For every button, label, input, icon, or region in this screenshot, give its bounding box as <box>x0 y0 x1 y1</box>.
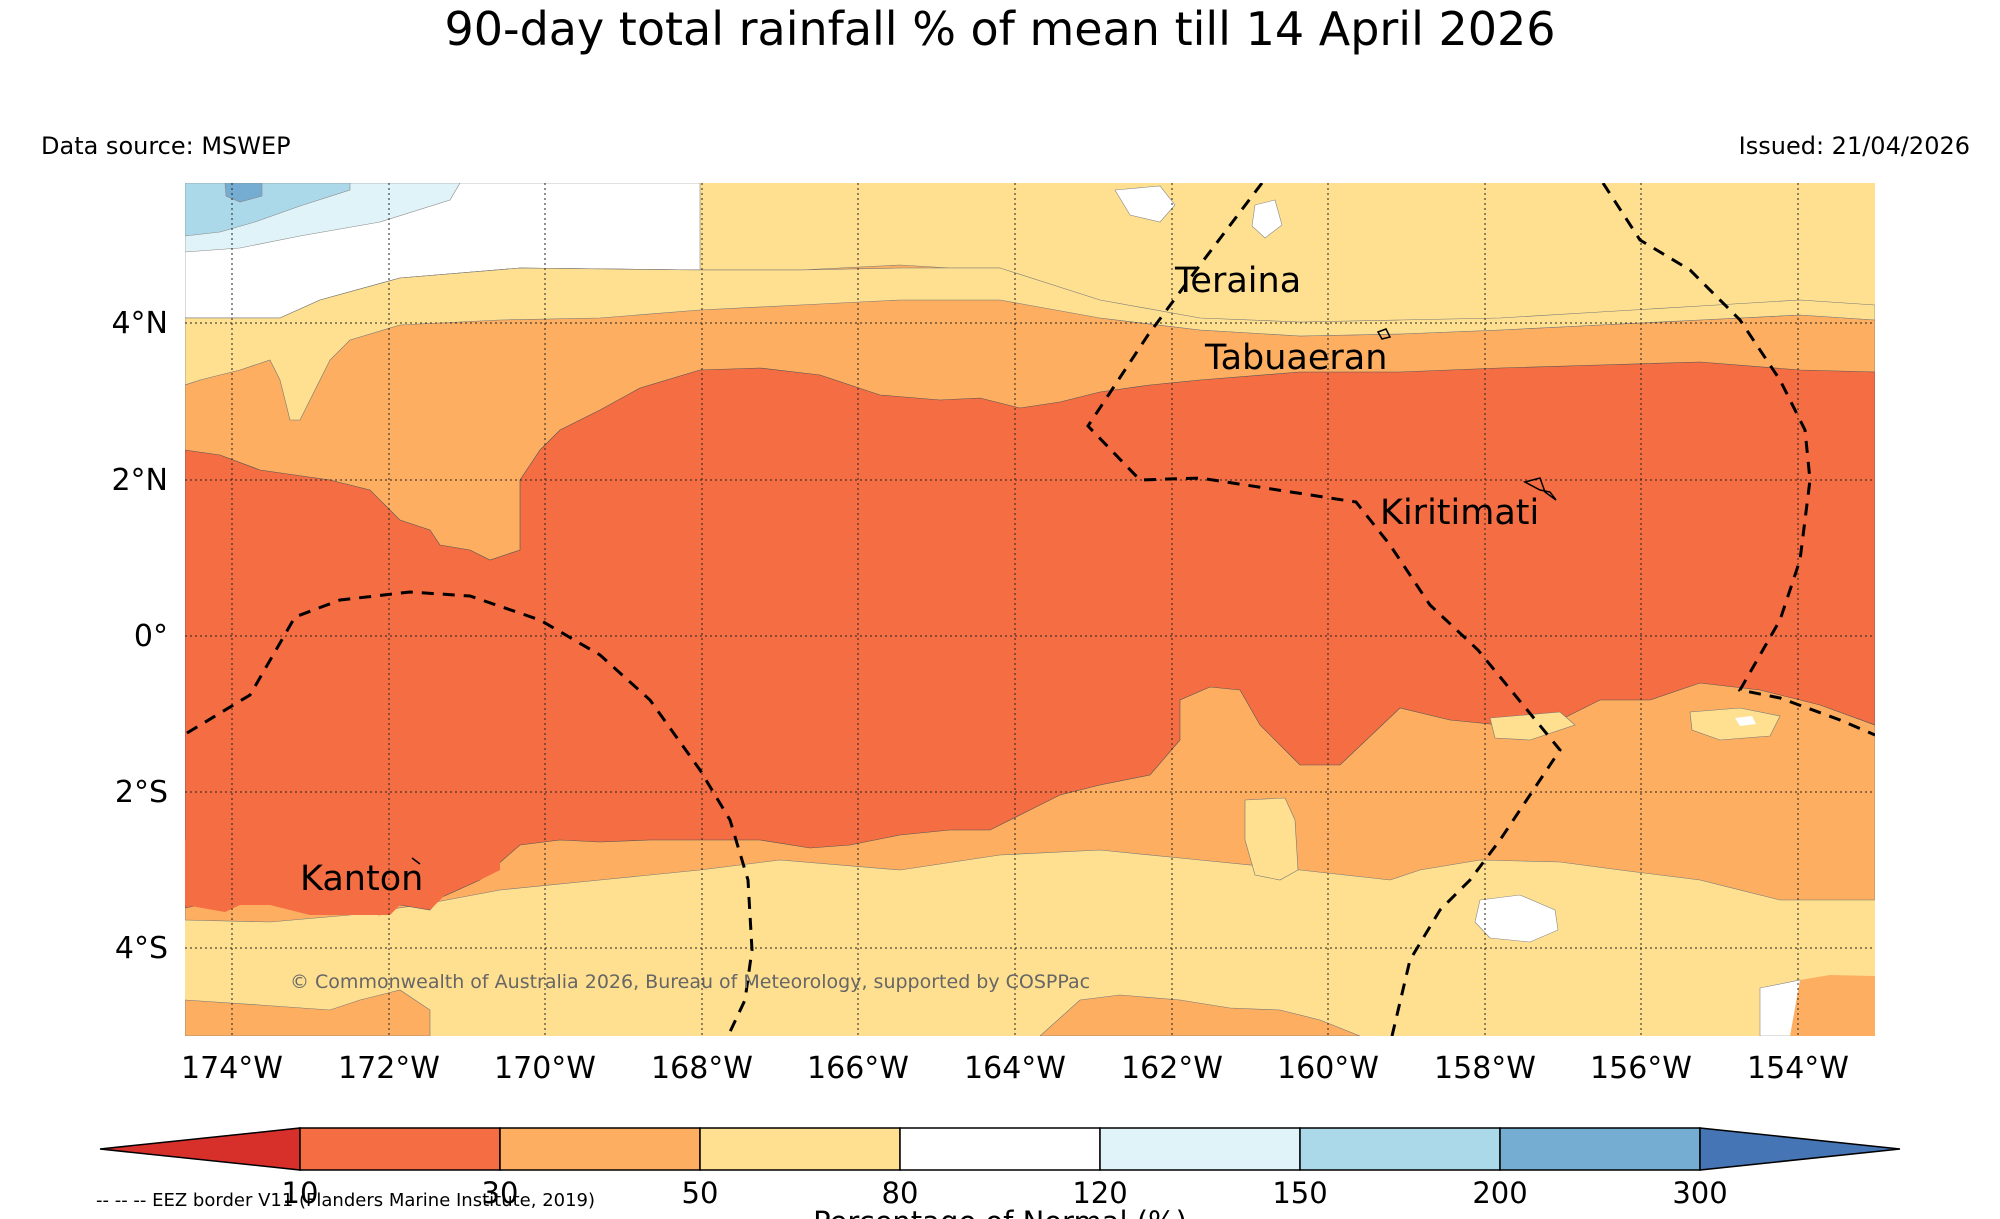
place-label-kiritimati: Kiritimati <box>1380 493 1539 533</box>
colorbar-segment <box>899 1127 1101 1171</box>
colorbar-segment <box>699 1127 901 1171</box>
colorbar-segment <box>299 1127 501 1171</box>
eez-legend-note: -- -- -- EEZ border V11 (Flanders Marine… <box>96 1190 595 1211</box>
eez-border-east <box>1601 183 1875 737</box>
longitude-axis: 174°W 172°W 170°W 168°W 166°W 164°W 162°… <box>181 1051 1849 1086</box>
latitude-label: 4°S <box>115 931 168 966</box>
map-field <box>185 183 1875 1036</box>
latitude-label: 2°N <box>111 463 168 498</box>
latitude-label: 4°N <box>111 306 168 341</box>
colorbar-segment <box>1299 1127 1501 1171</box>
place-label-tabuaeran: Tabuaeran <box>1204 338 1387 378</box>
longitude-label: 160°W <box>1277 1051 1379 1086</box>
rain-region-50-80-southeast <box>1689 707 1781 741</box>
eez-border-kanton <box>186 590 754 1036</box>
colorbar-tick: 10 <box>282 1176 319 1210</box>
longitude-label: 162°W <box>1121 1051 1223 1086</box>
graticule <box>185 183 1875 1036</box>
longitude-label: 172°W <box>338 1051 440 1086</box>
longitude-label: 166°W <box>807 1051 909 1086</box>
colorbar-segment <box>499 1127 701 1171</box>
eez-borders <box>186 183 1875 1036</box>
place-label-teraina: Teraina <box>1174 261 1301 301</box>
longitude-label: 154°W <box>1747 1051 1849 1086</box>
longitude-label: 170°W <box>494 1051 596 1086</box>
colorbar-extend-high <box>1699 1127 1901 1171</box>
colorbar-tick: 80 <box>882 1176 919 1210</box>
colorbar-tick: 300 <box>1672 1176 1727 1210</box>
rain-region-80-120-south <box>1474 894 1559 943</box>
rain-region-50-80-east-patch <box>1489 711 1576 741</box>
colorbar-segment <box>1099 1127 1301 1171</box>
tabuaeran-island-outline <box>1376 328 1392 340</box>
longitude-label: 156°W <box>1590 1051 1692 1086</box>
longitude-label: 164°W <box>964 1051 1066 1086</box>
copyright-notice: © Commonwealth of Australia 2026, Bureau… <box>290 971 1090 993</box>
colorbar-title: Percentage of Normal (%) <box>813 1205 1187 1219</box>
latitude-axis: 4°N 2°N 0° 2°S 4°S <box>111 306 168 966</box>
rain-region-30-50-south-2 <box>1039 994 1361 1036</box>
longitude-label: 174°W <box>181 1051 283 1086</box>
issued-date-label: Issued: 21/04/2026 <box>1738 132 1970 160</box>
kanton-island-outline <box>411 857 421 865</box>
rain-region-30-50-southeast <box>1790 975 1875 1036</box>
kiritimati-island-outline <box>1522 477 1557 501</box>
eez-border-line-islands <box>1086 183 1562 1036</box>
rain-region-10-30 <box>185 361 1875 916</box>
rain-region-10-30-kanton <box>185 838 500 915</box>
rain-region-50-80-east <box>1300 183 1640 262</box>
colorbar-tick: 120 <box>1072 1176 1127 1210</box>
rain-region-80-120-small <box>1251 199 1283 239</box>
rain-region-50-80-south-patch <box>1244 797 1299 881</box>
colorbar-extend-low <box>99 1127 301 1171</box>
latitude-label: 2°S <box>115 775 168 810</box>
rain-region-200-300 <box>224 183 263 203</box>
rain-region-50-80-north-band <box>185 267 1875 421</box>
data-source-label: Data source: MSWEP <box>41 132 291 160</box>
colorbar-tick: 150 <box>1272 1176 1327 1210</box>
rain-region-30-50-south <box>185 989 431 1036</box>
map-title: 90-day total rainfall % of mean till 14 … <box>444 2 1556 56</box>
colorbar-segment <box>1499 1127 1701 1171</box>
longitude-label: 158°W <box>1434 1051 1536 1086</box>
colorbar: 10 30 50 80 120 150 200 300 Percentage o… <box>96 1127 1901 1219</box>
rain-region-80-120-speck <box>1735 716 1756 726</box>
longitude-label: 168°W <box>651 1051 753 1086</box>
rain-region-80-120-teraina <box>1114 185 1176 223</box>
place-label-kanton: Kanton <box>300 859 423 899</box>
latitude-label: 0° <box>134 619 168 654</box>
colorbar-tick: 200 <box>1472 1176 1527 1210</box>
colorbar-tick: 30 <box>482 1176 519 1210</box>
colorbar-tick: 50 <box>682 1176 719 1210</box>
